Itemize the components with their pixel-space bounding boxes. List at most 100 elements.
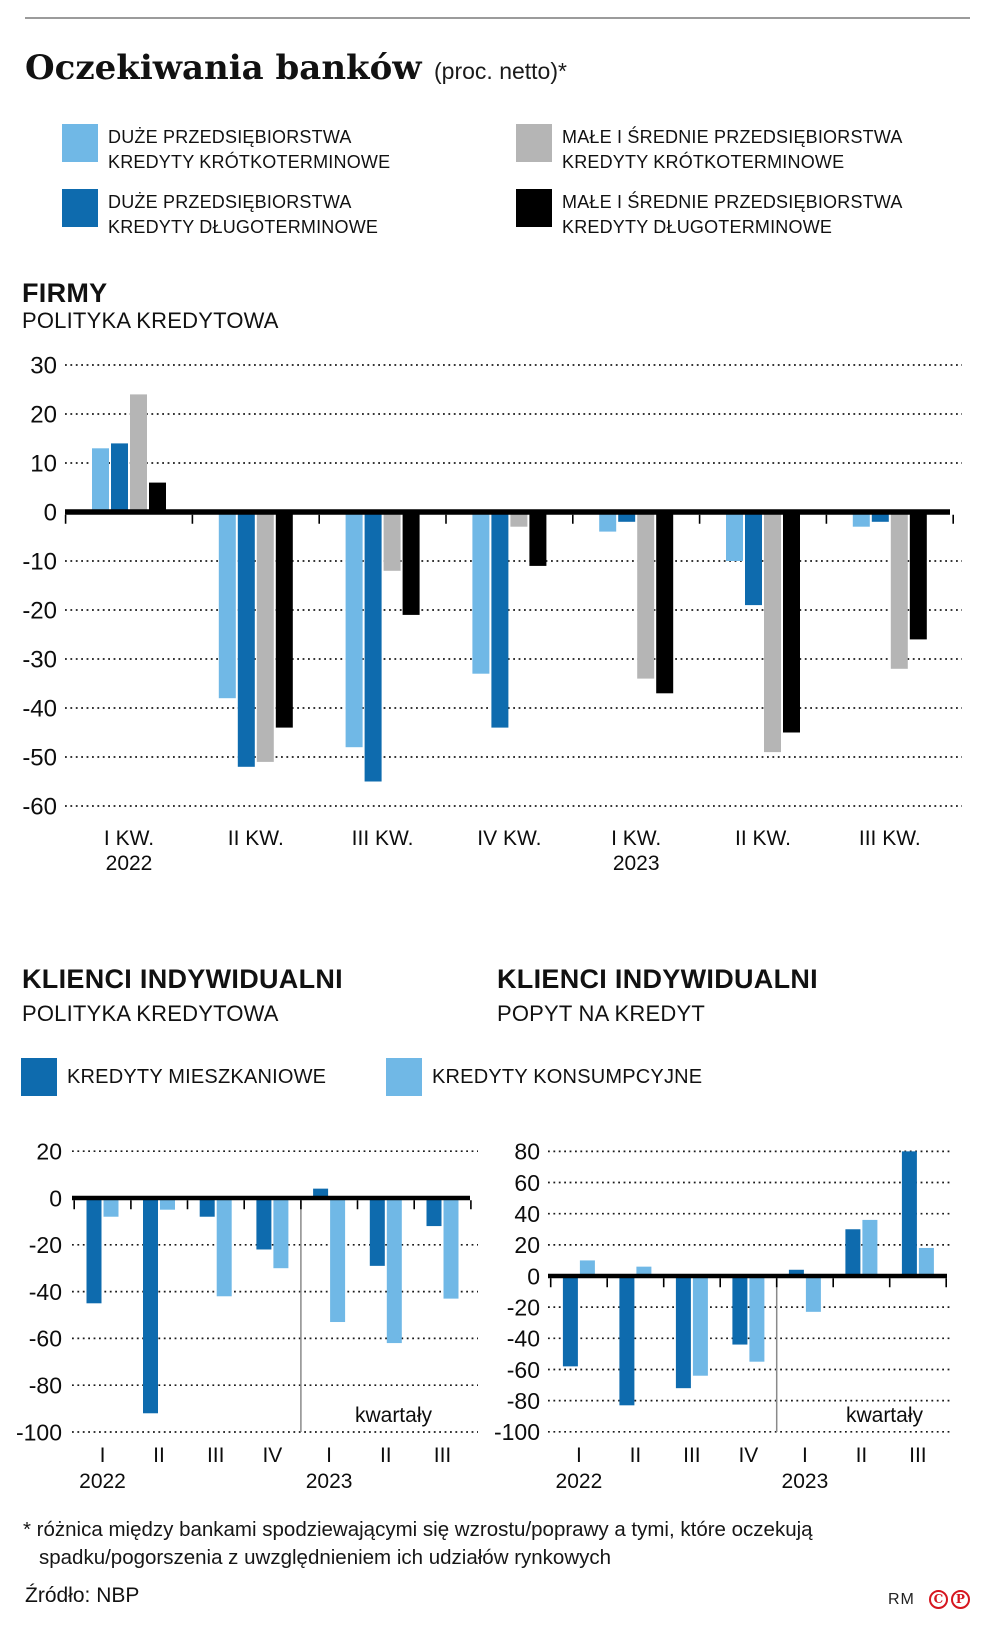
x-axis-caption: kwartały [355, 1404, 433, 1427]
y-axis-label: -10 [22, 549, 57, 576]
bar [92, 448, 109, 512]
legend-item-mieszkaniowe: KREDYTY MIESZKANIOWE [21, 1058, 326, 1096]
y-axis-label: 0 [49, 1185, 62, 1211]
legend-swatch-light-blue [386, 1058, 422, 1096]
bar [199, 1198, 215, 1217]
footnote: * różnica między bankami spodziewającymi… [23, 1516, 953, 1571]
bar [472, 512, 490, 674]
page-title-suffix: (proc. netto)* [434, 58, 567, 84]
legend-item-large-long: DUŻE PRZEDSIĘBIORSTWA KREDYTY DŁUGOTERMI… [62, 189, 378, 240]
credits-initials: RM [888, 1590, 915, 1608]
bar [383, 512, 401, 571]
x-axis-year-label: 2023 [306, 1470, 353, 1493]
bar [732, 1276, 748, 1345]
bar [656, 512, 674, 694]
x-axis-year-label: 2023 [782, 1470, 829, 1493]
source-note: Źródło: NBP [25, 1584, 140, 1607]
bar [256, 1198, 272, 1250]
section-subtitle-klienci-right: POPYT NA KREDYT [497, 1001, 705, 1026]
footnote-line1: * różnica między bankami spodziewającymi… [23, 1518, 813, 1541]
bar [275, 512, 293, 728]
legend-item-sme-long: MAŁE I ŚREDNIE PRZEDSIĘBIORSTWA KREDYTY … [516, 189, 903, 240]
bar [783, 512, 800, 733]
x-axis-label: II [153, 1444, 165, 1467]
bar [637, 512, 655, 679]
y-axis-label: 20 [30, 402, 57, 429]
x-axis-label: I [100, 1444, 106, 1467]
legend-line: KREDYTY KRÓTKOTERMINOWE [562, 152, 845, 172]
bar [918, 1247, 934, 1276]
bar [160, 1198, 175, 1210]
bar [218, 512, 236, 699]
y-axis-label: -40 [507, 1326, 540, 1352]
bar [149, 482, 166, 512]
x-axis-label: IV [738, 1444, 758, 1467]
bar [256, 512, 274, 762]
bar [909, 512, 927, 640]
y-axis-label: 30 [30, 353, 57, 380]
credits: RM C P [888, 1590, 970, 1609]
top-rule [25, 17, 970, 19]
y-axis-label: 60 [514, 1170, 540, 1196]
x-axis-label: IV [262, 1444, 282, 1467]
bar [313, 1188, 329, 1198]
y-axis-label: -80 [29, 1372, 62, 1398]
y-axis-label: -20 [507, 1294, 540, 1320]
x-axis-label: I KW. [611, 827, 661, 850]
x-axis-label: II [856, 1444, 868, 1467]
bar [862, 1219, 878, 1276]
y-axis-label: -100 [16, 1419, 62, 1445]
x-axis-label: III [434, 1444, 452, 1467]
bar [636, 1266, 652, 1276]
bar [491, 512, 509, 728]
y-axis-label: -40 [29, 1279, 62, 1305]
section-subtitle-klienci-left: POLITYKA KREDYTOWA [22, 1001, 279, 1026]
y-axis-label: -80 [507, 1388, 540, 1414]
x-axis-label: I [326, 1444, 332, 1467]
bar [788, 1269, 804, 1276]
phonogram-icon: P [950, 1590, 970, 1609]
legend-line: KREDYTY KRÓTKOTERMINOWE [108, 152, 391, 172]
y-axis-label: 40 [514, 1201, 540, 1227]
x-axis-label: III [683, 1444, 701, 1467]
legend-label: KREDYTY KONSUMPCYJNE [432, 1065, 703, 1088]
bar [386, 1198, 402, 1344]
x-axis-label: I KW. [104, 827, 154, 850]
x-axis-year-label: 2022 [79, 1470, 126, 1493]
legend-label: KREDYTY MIESZKANIOWE [67, 1065, 327, 1088]
footnote-line2: spadku/pogorszenia z uwzględnieniem ich … [39, 1545, 612, 1569]
x-axis-year-label: 2023 [613, 852, 660, 875]
section-title-klienci-right: KLIENCI INDYWIDUALNI [497, 964, 818, 994]
y-axis-label: -60 [507, 1357, 540, 1383]
bar [330, 1198, 346, 1323]
y-axis-label: -40 [22, 696, 57, 723]
x-axis-label: I [802, 1444, 808, 1467]
legend-swatch-black [516, 189, 552, 227]
x-axis-label: II KW. [228, 827, 284, 850]
x-axis-label: I [576, 1444, 582, 1467]
x-axis-label: IV KW. [477, 827, 541, 850]
legend-label: MAŁE I ŚREDNIE PRZEDSIĘBIORSTWA KREDYTY … [562, 189, 903, 240]
bar [764, 512, 781, 753]
bar [103, 1198, 119, 1217]
legend-line: KREDYTY DŁUGOTERMINOWE [108, 217, 379, 237]
x-axis-caption: kwartały [846, 1404, 924, 1427]
bar [529, 512, 547, 566]
bar [130, 394, 147, 512]
y-axis-label: 80 [514, 1139, 540, 1165]
bar [143, 1198, 158, 1414]
section-subtitle-firmy: POLITYKA KREDYTOWA [22, 308, 279, 333]
y-axis-label: -100 [494, 1419, 540, 1445]
legend-label: MAŁE I ŚREDNIE PRZEDSIĘBIORSTWA KREDYTY … [562, 124, 903, 175]
bar [345, 512, 363, 748]
x-axis-year-label: 2022 [556, 1470, 603, 1493]
bar [675, 1276, 691, 1389]
bar [901, 1151, 917, 1276]
bar [745, 512, 762, 606]
x-axis-label: II KW. [735, 827, 791, 850]
bar [510, 512, 528, 527]
bar [237, 512, 255, 767]
legend-swatch-light-blue [62, 124, 98, 162]
bar [871, 512, 889, 522]
